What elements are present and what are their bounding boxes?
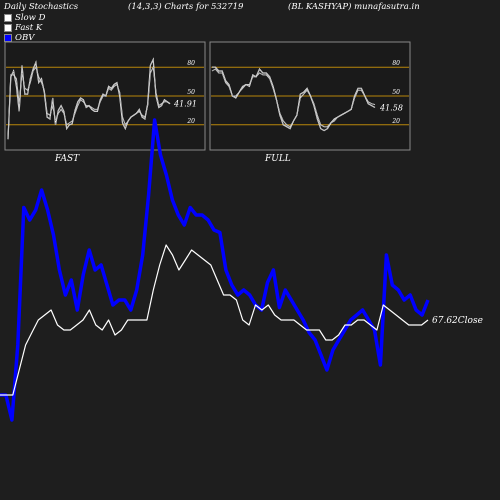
legend-label-slow-d: Slow D [15,13,46,23]
last-value-label: 41.58 [379,104,403,113]
legend-item-slow-d: Slow D [4,13,45,23]
panel-full: 20 50 80 41.58 FULL [209,41,411,164]
panel-obv: 67.62Close [0,118,483,422]
close-value-label: 67.62Close [432,316,483,326]
level-label-50: 50 [392,89,400,96]
panel-title-fast: FAST [54,154,80,164]
series-line-core [7,66,171,140]
chart-params: (14,3,3) Charts for 532719 [128,2,244,12]
last-value-label: 41.91 [173,100,197,109]
obv-line [0,118,430,422]
close-line [0,244,429,396]
level-label-80: 80 [392,60,400,67]
legend-swatch-slow-d [4,14,12,22]
legend-label-obv: OBV [15,33,35,43]
legend-item-fast-k: Fast K [4,23,42,33]
panel-title-full: FULL [264,154,291,164]
panel-fast: 20 50 80 41.91 FAST [4,41,206,164]
chart-title: Daily Stochastics [4,2,79,12]
series-line-core [211,68,376,127]
chart-company: (BL KASHYAP) munafasutra.in [288,2,420,12]
level-label-20: 20 [391,118,400,125]
level-label-80: 80 [187,60,195,67]
legend-label-fast-k: Fast K [15,23,43,33]
level-label-20: 20 [186,118,195,125]
level-label-50: 50 [187,89,195,96]
legend-swatch-fast-k [4,24,12,32]
